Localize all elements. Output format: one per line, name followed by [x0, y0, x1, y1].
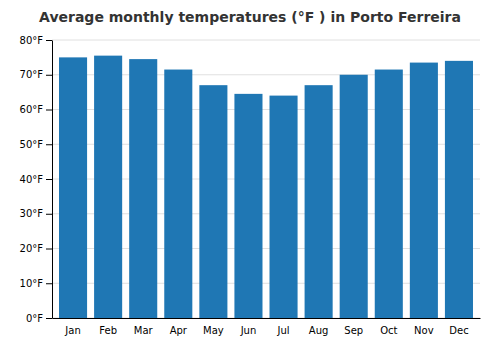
tick-label: 60°F: [20, 104, 44, 115]
y-tick: 0°F: [26, 313, 52, 324]
tick-label: Jan: [64, 325, 80, 336]
bar: [164, 70, 192, 318]
x-tick: Mar: [134, 325, 154, 336]
tick-label: 70°F: [20, 69, 44, 80]
x-tick: Jun: [240, 325, 257, 336]
plot: 0°F 10°F 20°F 30°F 40°F 50°F 60°F 70°F 80°F Jan Fe…: [20, 35, 481, 336]
y-tick: 30°F: [20, 208, 52, 219]
x-tick: Apr: [170, 325, 188, 336]
tick-label: Feb: [99, 325, 117, 336]
bar: [410, 63, 438, 318]
tick-label: Mar: [134, 325, 154, 336]
y-tick: 50°F: [20, 139, 52, 150]
tick-label: 80°F: [20, 35, 44, 46]
tick-label: 10°F: [20, 278, 44, 289]
bar: [445, 61, 473, 318]
tick-label: Aug: [309, 325, 329, 336]
bar: [234, 94, 262, 318]
bar: [129, 59, 157, 318]
tick-mark: [46, 318, 52, 319]
tick-label: 0°F: [26, 313, 43, 324]
tick-label: 30°F: [20, 208, 44, 219]
bar: [59, 57, 87, 318]
y-tick: 80°F: [20, 35, 52, 46]
tick-mark: [46, 179, 52, 180]
tick-mark: [46, 144, 52, 145]
tick-label: 50°F: [20, 139, 44, 150]
bar: [199, 85, 227, 318]
bar: [340, 75, 368, 318]
bar: [305, 85, 333, 318]
x-tick: Oct: [380, 325, 397, 336]
tick-label: Jun: [240, 325, 257, 336]
bar: [94, 56, 122, 318]
grid: [52, 40, 480, 318]
x-tick: May: [203, 325, 224, 336]
tick-label: Dec: [449, 325, 468, 336]
tick-mark: [46, 249, 52, 250]
tick-mark: [46, 40, 52, 41]
tick-mark: [46, 110, 52, 111]
tick-label: Apr: [170, 325, 188, 336]
tick-mark: [46, 214, 52, 215]
chart: 0°F 10°F 20°F 30°F 40°F 50°F 60°F 70°F 80°F Jan Fe…: [0, 0, 500, 350]
x-tick: Sep: [344, 325, 363, 336]
title: Average monthly temperatures (°F ) in Po…: [39, 9, 461, 25]
x-axis: Jan Feb Mar Apr May Jun Jul Aug Sep Oct Nov Dec: [53, 319, 481, 337]
bar: [270, 96, 298, 318]
x-tick: Jan: [64, 325, 80, 336]
axis-domain: [53, 318, 481, 319]
bars: [59, 56, 473, 318]
tick-mark: [46, 75, 52, 76]
tick-label: Nov: [414, 325, 434, 336]
tick-label: Sep: [344, 325, 363, 336]
x-tick: Aug: [309, 325, 329, 336]
y-tick: 20°F: [20, 243, 52, 254]
y-tick: 60°F: [20, 104, 52, 115]
tick-label: Jul: [277, 325, 290, 336]
tick-label: 20°F: [20, 243, 44, 254]
x-tick: Nov: [414, 325, 434, 336]
tick-mark: [46, 283, 52, 284]
y-axis: 0°F 10°F 20°F 30°F 40°F 50°F 60°F 70°F 80°F: [20, 35, 53, 324]
x-tick: Feb: [99, 325, 117, 336]
grid-line: [52, 40, 480, 41]
y-tick: 70°F: [20, 69, 52, 80]
tick-label: May: [203, 325, 224, 336]
axis-domain: [52, 41, 53, 319]
bar: [375, 70, 403, 318]
tick-label: 40°F: [20, 174, 44, 185]
tick-label: Oct: [380, 325, 397, 336]
y-tick: 40°F: [20, 174, 52, 185]
x-tick: Dec: [449, 325, 468, 336]
y-tick: 10°F: [20, 278, 52, 289]
x-tick: Jul: [277, 325, 290, 336]
